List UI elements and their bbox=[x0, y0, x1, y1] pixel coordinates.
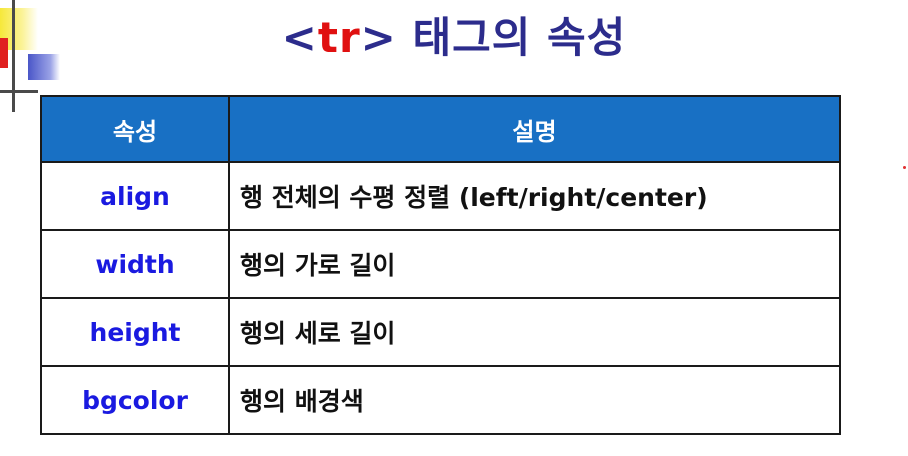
table-row: bgcolor 행의 배경색 bbox=[40, 365, 841, 435]
decorative-vertical-line bbox=[12, 0, 15, 112]
decorative-red-block bbox=[0, 38, 8, 68]
slide-title: <tr> 태그의 속성 bbox=[0, 10, 908, 66]
attribute-description: 행의 배경색 bbox=[228, 365, 841, 435]
decorative-blue-block bbox=[28, 54, 60, 80]
title-close-bracket: > bbox=[360, 13, 397, 62]
title-rest: 태그의 속성 bbox=[396, 13, 627, 62]
attribute-description: 행의 세로 길이 bbox=[228, 297, 841, 367]
attribute-name: width bbox=[40, 229, 230, 299]
header-attribute: 속성 bbox=[40, 95, 230, 163]
table-row: height 행의 세로 길이 bbox=[40, 297, 841, 367]
attribute-name: height bbox=[40, 297, 230, 367]
attributes-table: 속성 설명 align 행 전체의 수평 정렬 (left/right/cent… bbox=[40, 95, 841, 435]
header-description: 설명 bbox=[228, 95, 841, 163]
title-open-bracket: < bbox=[281, 13, 318, 62]
decorative-horizontal-line bbox=[0, 90, 38, 93]
attribute-name: bgcolor bbox=[40, 365, 230, 435]
table-row: align 행 전체의 수평 정렬 (left/right/center) bbox=[40, 161, 841, 231]
title-tag-name: tr bbox=[317, 13, 361, 62]
attribute-description: 행 전체의 수평 정렬 (left/right/center) bbox=[228, 161, 841, 231]
table-row: width 행의 가로 길이 bbox=[40, 229, 841, 299]
decorative-dot bbox=[903, 166, 906, 169]
attribute-name: align bbox=[40, 161, 230, 231]
table-header-row: 속성 설명 bbox=[40, 95, 841, 163]
attribute-description: 행의 가로 길이 bbox=[228, 229, 841, 299]
